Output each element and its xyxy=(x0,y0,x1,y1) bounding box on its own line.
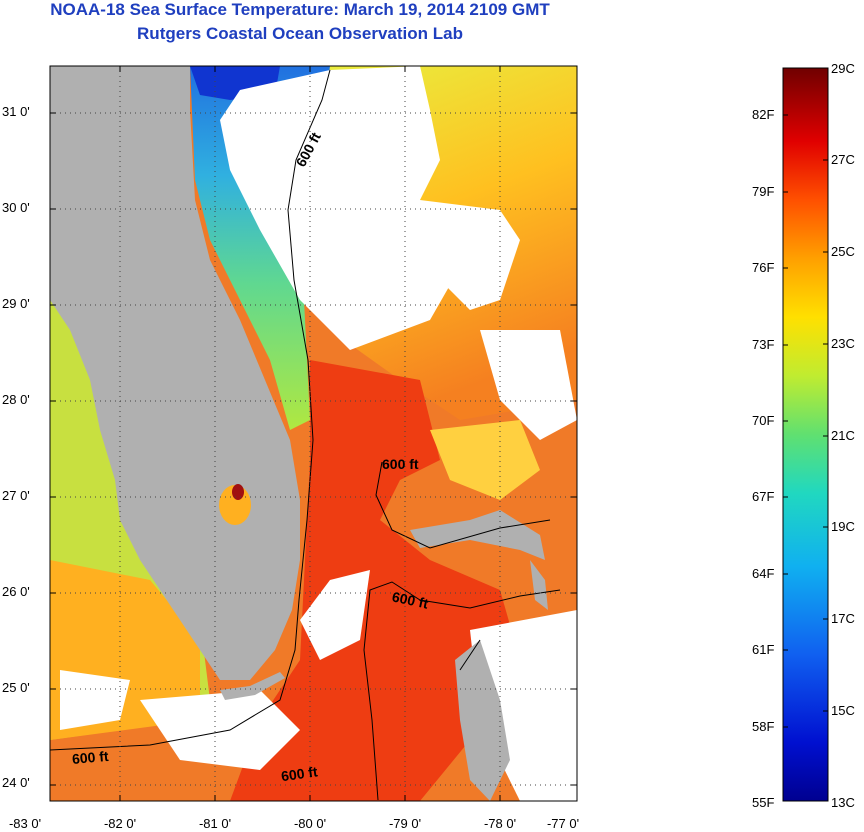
colorbar-c-label: 23C xyxy=(831,336,855,351)
colorbar-f-label: 70F xyxy=(752,413,775,428)
grand-bahama-land xyxy=(410,510,545,560)
cloud xyxy=(140,690,300,770)
colorbar-c-label: 19C xyxy=(831,519,855,534)
bahamas-bank-water xyxy=(430,420,540,500)
colorbar xyxy=(782,67,829,802)
longitude-label: -79 0' xyxy=(388,816,422,831)
cloud xyxy=(60,670,130,730)
isobath-label: 600 ft xyxy=(391,588,430,611)
colorbar-f-label: 58F xyxy=(752,719,775,734)
cloud xyxy=(220,66,470,350)
colorbar-f-label: 79F xyxy=(752,184,775,199)
colorbar-ticks xyxy=(783,114,828,728)
latitude-label: 25 0' xyxy=(2,680,30,695)
cloud xyxy=(420,200,520,310)
colorbar-c-label: 15C xyxy=(831,703,855,718)
colorbar-f-label: 76F xyxy=(752,260,775,275)
colorbar-f-label: 67F xyxy=(752,489,775,504)
latitude-label: 24 0' xyxy=(2,775,30,790)
longitude-label: -80 0' xyxy=(293,816,327,831)
colorbar-c-label: 25C xyxy=(831,244,855,259)
colorbar-f-label: 82F xyxy=(752,107,775,122)
latitude-label: 30 0' xyxy=(2,200,30,215)
longitude-label: -83 0' xyxy=(8,816,42,831)
isobath-label: 600 ft xyxy=(71,748,109,767)
map-title: NOAA-18 Sea Surface Temperature: March 1… xyxy=(50,0,550,19)
axis-ticks xyxy=(50,66,577,801)
latitude-label: 29 0' xyxy=(2,296,30,311)
map-frame xyxy=(49,65,578,802)
longitude-label: -82 0' xyxy=(103,816,137,831)
colorbar-c-label: 21C xyxy=(831,428,855,443)
gulf-stream xyxy=(230,360,520,801)
colorbar-f-label: 61F xyxy=(752,642,775,657)
colorbar-f-label: 64F xyxy=(752,566,775,581)
colorbar-c-label: 29C xyxy=(831,61,855,76)
colorbar-c-label: 27C xyxy=(831,152,855,167)
isobath-lines xyxy=(50,69,561,801)
andros-land xyxy=(455,640,510,801)
longitude-label: -81 0' xyxy=(198,816,232,831)
cloud xyxy=(300,570,370,660)
isobath-label: 600 ft xyxy=(382,456,419,472)
latitude-label: 27 0' xyxy=(2,488,30,503)
map-subtitle: Rutgers Coastal Ocean Observation Lab xyxy=(137,24,463,43)
latitude-label: 31 0' xyxy=(2,104,30,119)
florida-land xyxy=(50,66,300,680)
colorbar-f-label: 55F xyxy=(752,795,775,810)
colorbar-c-label: 17C xyxy=(831,611,855,626)
colorbar-c-label: 13C xyxy=(831,795,855,810)
lake-warm-spot xyxy=(232,484,244,500)
longitude-label: -78 0' xyxy=(483,816,517,831)
longitude-label: -77 0' xyxy=(546,816,580,831)
latitude-label: 26 0' xyxy=(2,584,30,599)
cloud xyxy=(480,330,577,440)
florida-keys xyxy=(220,672,285,700)
colorbar-f-label: 73F xyxy=(752,337,775,352)
island-land xyxy=(530,560,548,610)
isobath-label: 600 ft xyxy=(280,763,319,784)
latitude-label: 28 0' xyxy=(2,392,30,407)
